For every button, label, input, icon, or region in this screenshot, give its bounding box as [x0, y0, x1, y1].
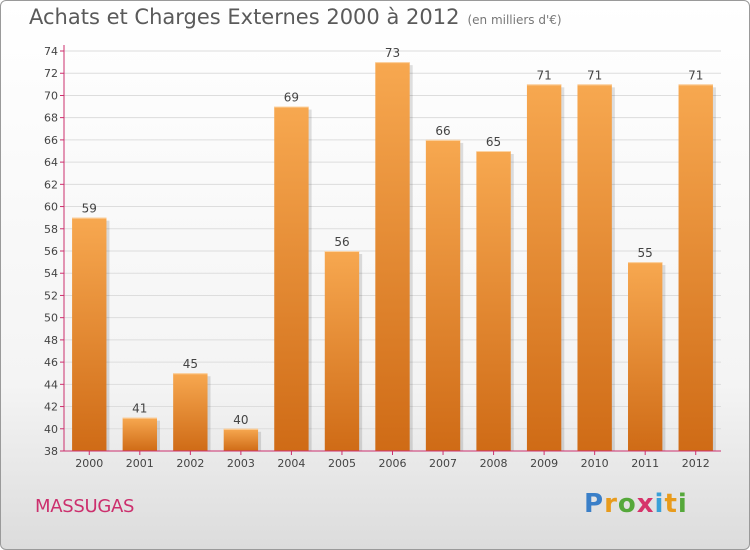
x-tick-label: 2010 — [581, 457, 609, 470]
bar — [375, 62, 410, 451]
chart-title-text: Achats et Charges Externes 2000 à 2012 — [29, 5, 460, 29]
bar-value-label: 55 — [638, 246, 653, 260]
y-tick-label: 38 — [44, 445, 58, 458]
chart-title: Achats et Charges Externes 2000 à 2012 (e… — [29, 5, 562, 29]
x-tick-label: 2004 — [277, 457, 305, 470]
y-tick-label: 60 — [44, 201, 58, 214]
y-tick-label: 48 — [44, 334, 58, 347]
bar-value-label: 73 — [385, 46, 400, 60]
logo-letter: x — [636, 489, 655, 519]
y-tick-label: 54 — [44, 267, 58, 280]
bar — [425, 139, 461, 451]
y-tick-label: 40 — [44, 423, 58, 436]
bar-value-label: 59 — [82, 202, 97, 216]
x-tick-label: 2001 — [126, 457, 154, 470]
y-tick-label: 62 — [44, 178, 58, 191]
chart-unit: (en milliers d'€) — [467, 13, 562, 27]
commune-name: MASSUGAS — [35, 496, 135, 517]
x-tick-label: 2008 — [480, 457, 508, 470]
bar — [476, 151, 511, 451]
bar-value-label: 66 — [435, 124, 450, 138]
x-tick-label: 2006 — [379, 457, 407, 470]
bar-value-label: 65 — [486, 135, 501, 149]
y-tick-label: 42 — [44, 401, 58, 414]
y-tick-label: 52 — [44, 289, 58, 302]
bar — [678, 84, 713, 451]
logo-letter: i — [677, 489, 688, 519]
x-tick-label: 2000 — [75, 457, 103, 470]
x-tick-label: 2012 — [682, 457, 710, 470]
bar-value-label: 45 — [183, 357, 198, 371]
bar-value-label: 71 — [587, 68, 602, 82]
bar — [274, 106, 309, 452]
bar-value-label: 40 — [233, 413, 248, 427]
y-tick-label: 66 — [44, 134, 58, 147]
y-tick-label: 64 — [44, 156, 58, 169]
x-tick-label: 2005 — [328, 457, 356, 470]
logo-letter: i — [654, 489, 665, 519]
proxiti-logo: Proxiti — [584, 489, 688, 519]
y-tick-label: 74 — [44, 45, 58, 58]
y-tick-label: 50 — [44, 312, 58, 325]
logo-letter: t — [664, 489, 678, 519]
y-tick-label: 46 — [44, 356, 58, 369]
x-tick-label: 2007 — [429, 457, 457, 470]
x-tick-label: 2011 — [631, 457, 659, 470]
logo-letter: r — [604, 489, 618, 519]
y-tick-label: 68 — [44, 112, 58, 125]
y-tick-label: 56 — [44, 245, 58, 258]
bar — [526, 84, 562, 451]
bar — [173, 373, 208, 451]
bar-value-label: 71 — [688, 68, 703, 82]
logo-letter: o — [617, 489, 637, 519]
y-tick-label: 58 — [44, 223, 58, 236]
y-tick-label: 44 — [44, 378, 58, 391]
y-tick-label: 70 — [44, 89, 58, 102]
bar — [223, 428, 259, 451]
bar-value-label: 41 — [132, 402, 147, 416]
y-tick-label: 72 — [44, 67, 58, 80]
bar — [122, 417, 157, 451]
x-tick-label: 2003 — [227, 457, 255, 470]
bar — [628, 262, 663, 451]
x-tick-label: 2009 — [530, 457, 558, 470]
logo-letter: P — [584, 489, 605, 519]
bar-value-label: 69 — [284, 91, 299, 105]
bar-value-label: 56 — [334, 235, 349, 249]
bar-value-label: 71 — [536, 68, 551, 82]
bar — [577, 84, 612, 451]
bar — [72, 217, 107, 451]
x-tick-label: 2002 — [176, 457, 204, 470]
bar — [324, 251, 360, 451]
